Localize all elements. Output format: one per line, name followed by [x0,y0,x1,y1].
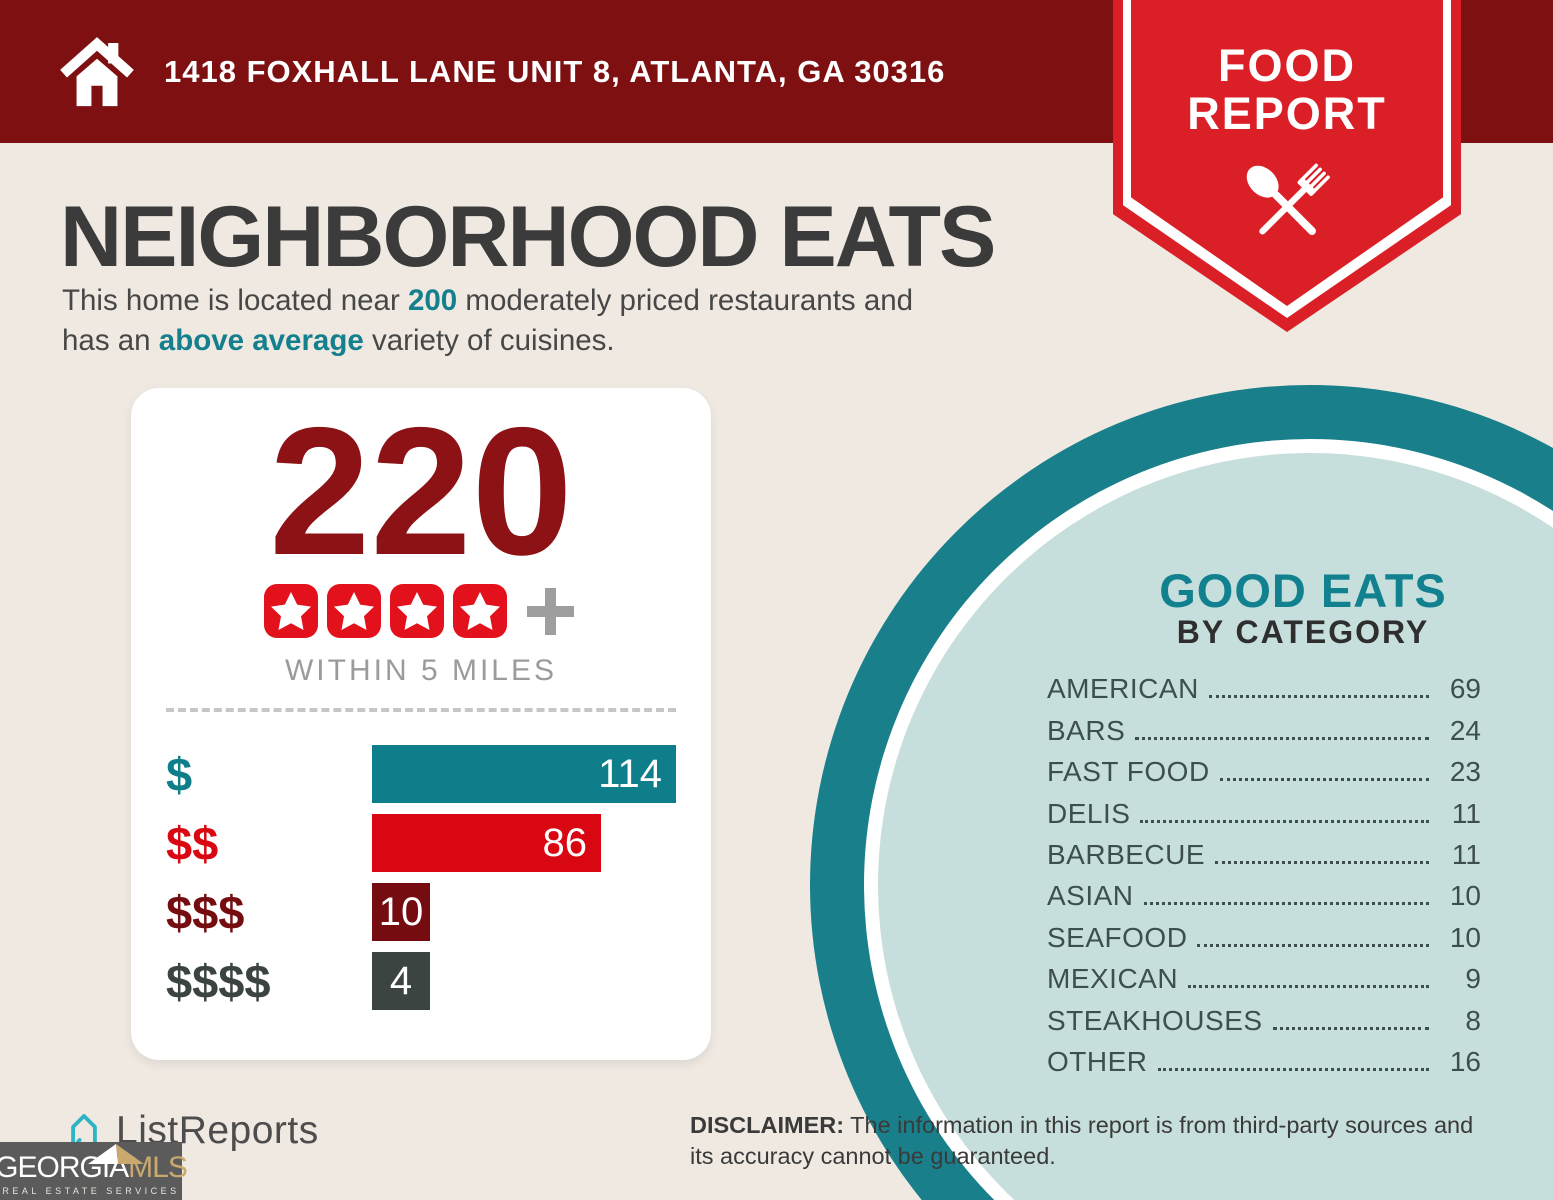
dot-leader [1188,985,1429,989]
food-report-ribbon: FOOD REPORT [1113,0,1461,332]
disclaimer: DISCLAIMER: The information in this repo… [690,1110,1500,1172]
category-label: AMERICAN [1047,673,1199,705]
dot-leader [1197,943,1429,947]
property-address: 1418 FOXHALL LANE UNIT 8, ATLANTA, GA 30… [164,53,946,89]
price-level-label: $$$$ [166,954,271,1008]
price-level-bar: 4 [372,952,430,1010]
dot-leader [1135,736,1429,740]
category-label: ASIAN [1047,880,1134,912]
ribbon-title-line1: FOOD [1218,40,1356,91]
category-value: 16 [1449,1045,1481,1077]
category-label: STEAKHOUSES [1047,1004,1263,1036]
category-label: SEAFOOD [1047,921,1188,953]
category-value: 69 [1449,673,1481,705]
price-level-label: $ [166,747,193,801]
star-icon [327,583,381,643]
category-row: BARBECUE 11 [1047,834,1481,875]
disclaimer-label: DISCLAIMER: [690,1112,845,1138]
category-value: 11 [1451,797,1481,829]
restaurant-total-count: 220 [269,389,573,593]
plus-icon [522,583,578,644]
price-level-bar: 10 [372,883,430,941]
category-value: 8 [1465,1004,1481,1036]
intro-part2: moderately priced restaurants and [457,284,914,317]
intro-part3: has an [62,324,159,358]
good-eats-circle [810,385,1553,1200]
category-label: OTHER [1047,1045,1148,1077]
dot-leader [1143,902,1429,906]
dot-leader [1157,1067,1429,1071]
price-level-bar: 114 [372,745,676,803]
ribbon-inner: FOOD REPORT [1131,0,1443,306]
category-row: ASIAN 10 [1047,875,1481,916]
page-title: NEIGHBORHOOD EATS [60,189,996,285]
dot-leader [1208,695,1429,699]
price-level-bar: 86 [372,814,601,872]
mls-tagline: REAL ESTATE SERVICES [2,1185,180,1196]
category-label: BARBECUE [1047,838,1206,870]
star-icon [264,583,318,643]
category-value: 10 [1449,880,1481,912]
category-row: DELIS 11 [1047,792,1481,833]
intro-sentence: This home is located near 200 moderately… [62,281,1122,361]
price-bar-row: $$ 86 [166,814,676,872]
price-bar-row: $114 [166,745,676,803]
intro-part4: variety of cuisines. [363,324,615,358]
category-row: OTHER 16 [1047,1041,1481,1082]
category-value: 11 [1451,838,1481,870]
dot-leader [1272,1026,1429,1030]
intro-part1: This home is located near [62,284,408,317]
ribbon-title-line2: REPORT [1187,87,1387,139]
dot-leader [1140,819,1429,823]
category-value: 23 [1449,756,1481,788]
dashed-divider [166,708,676,712]
category-row: FAST FOOD 23 [1047,751,1481,792]
category-row: MEXICAN 9 [1047,958,1481,999]
category-row: STEAKHOUSES 8 [1047,999,1481,1040]
category-row: BARS 24 [1047,709,1481,750]
star-rating [131,583,711,644]
category-label: MEXICAN [1047,963,1179,995]
price-level-label: $$$ [166,885,245,939]
disclaimer-text: The information in this report is from t… [690,1112,1474,1170]
restaurant-stats-card: 220 WITHIN 5 MILES $114 $$ 86 $$$ 10 $$$$ 4 [131,388,711,1060]
dot-leader [1215,860,1429,864]
mls-roof-icon [88,1144,144,1169]
category-list: AMERICAN 69 BARS 24 FAST FOOD 23 DELIS 11 BARBEC… [1047,668,1481,1082]
georgia-mls-logo: GEORGIA MLS REAL ESTATE SERVICES [0,1142,188,1200]
category-label: BARS [1047,714,1126,746]
restaurant-count-highlight: 200 [407,284,458,317]
house-icon [58,30,136,113]
category-row: AMERICAN 69 [1047,668,1481,709]
star-icon [390,583,444,643]
category-value: 10 [1449,921,1481,953]
good-eats-title: GOOD EATS [1159,564,1447,617]
category-value: 24 [1449,714,1481,746]
radius-label: WITHIN 5 MILES [284,654,558,687]
price-bar-row: $$$ 10 [166,883,676,941]
crossed-spoon-fork-icon [1228,147,1346,270]
category-label: DELIS [1047,797,1131,829]
price-bar-row: $$$$ 4 [166,952,676,1010]
dot-leader [1219,778,1429,782]
variety-highlight: above average [158,324,364,358]
good-eats-subtitle: BY CATEGORY [1176,614,1430,650]
price-level-label: $$ [166,816,219,870]
category-value: 9 [1465,963,1481,995]
mls-mls-text: MLS [128,1150,188,1184]
category-label: FAST FOOD [1047,756,1210,788]
category-row: SEAFOOD 10 [1047,916,1481,957]
star-icon [453,583,507,643]
